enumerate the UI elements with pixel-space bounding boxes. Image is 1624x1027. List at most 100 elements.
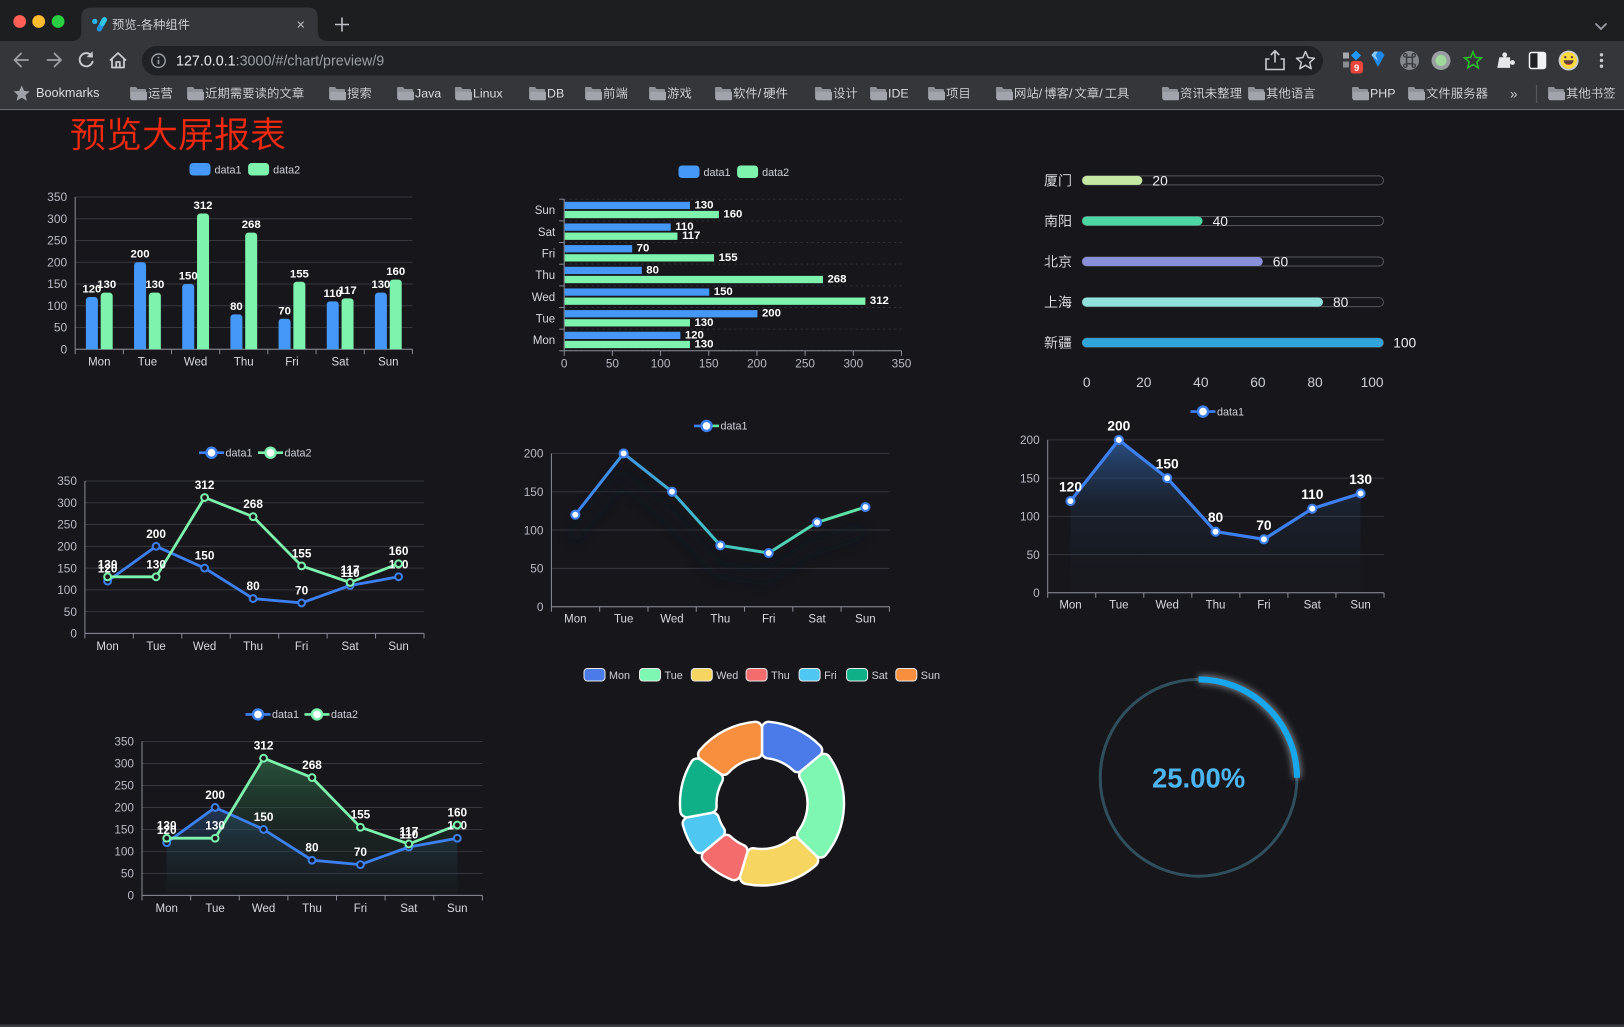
svg-text:100: 100 — [651, 356, 671, 370]
svg-text:350: 350 — [47, 190, 67, 204]
svg-text:80: 80 — [646, 264, 659, 276]
svg-text:data2: data2 — [285, 448, 312, 460]
svg-text:100: 100 — [47, 299, 67, 313]
svg-text:Mon: Mon — [533, 335, 555, 347]
svg-text:Wed: Wed — [1155, 600, 1178, 612]
svg-text:80: 80 — [1333, 295, 1349, 310]
svg-text:150: 150 — [114, 823, 134, 837]
svg-text:130: 130 — [157, 819, 177, 833]
svg-text:Tue: Tue — [205, 903, 224, 915]
svg-text:Tue: Tue — [1109, 600, 1128, 612]
svg-text:Mon: Mon — [96, 641, 118, 653]
svg-text:80: 80 — [305, 841, 319, 855]
svg-text:130: 130 — [146, 557, 166, 571]
svg-text:300: 300 — [843, 356, 863, 370]
svg-text:Bookmarks: Bookmarks — [36, 86, 99, 100]
svg-text:50: 50 — [64, 605, 78, 619]
svg-text:200: 200 — [57, 540, 77, 554]
svg-text:312: 312 — [195, 478, 215, 492]
svg-text:Fri: Fri — [285, 357, 298, 369]
svg-text:150: 150 — [699, 356, 719, 370]
svg-text:×: × — [297, 17, 305, 33]
svg-text:130: 130 — [371, 279, 390, 291]
svg-text:160: 160 — [723, 209, 742, 221]
svg-text:200: 200 — [114, 801, 134, 815]
svg-text:0: 0 — [70, 627, 77, 641]
svg-text:150: 150 — [254, 810, 274, 824]
svg-text:150: 150 — [195, 549, 215, 563]
svg-text:130: 130 — [694, 338, 713, 350]
svg-text:Mon: Mon — [564, 613, 586, 625]
svg-text:130: 130 — [694, 317, 713, 329]
svg-text:/: / — [1039, 87, 1043, 101]
svg-text:150: 150 — [524, 485, 544, 499]
svg-text:50: 50 — [54, 321, 68, 335]
svg-text:350: 350 — [114, 735, 134, 749]
svg-text:200: 200 — [1107, 418, 1130, 433]
svg-text:120: 120 — [1059, 480, 1082, 495]
svg-text:Wed: Wed — [716, 670, 738, 682]
svg-text:130: 130 — [1349, 472, 1372, 487]
svg-text:200: 200 — [146, 527, 166, 541]
svg-text:150: 150 — [1156, 457, 1179, 472]
svg-text:Sat: Sat — [332, 357, 350, 369]
svg-text:160: 160 — [447, 806, 467, 820]
svg-text:Tue: Tue — [146, 641, 165, 653]
svg-text:117: 117 — [338, 285, 356, 297]
svg-text:250: 250 — [57, 518, 77, 532]
svg-text:Sun: Sun — [447, 903, 467, 915]
svg-text:data1: data1 — [721, 421, 748, 433]
svg-text:268: 268 — [827, 273, 846, 285]
svg-text:200: 200 — [524, 447, 544, 461]
svg-text:268: 268 — [242, 219, 261, 231]
svg-text:80: 80 — [230, 301, 243, 313]
svg-text:250: 250 — [47, 234, 67, 248]
svg-text:Mon: Mon — [156, 903, 178, 915]
svg-text:70: 70 — [1256, 518, 1272, 533]
svg-text:20: 20 — [1152, 173, 1168, 188]
svg-text:Linux: Linux — [473, 87, 503, 101]
svg-text:200: 200 — [47, 255, 67, 269]
svg-text:300: 300 — [57, 496, 77, 510]
svg-text:/: / — [758, 87, 762, 101]
svg-text:Thu: Thu — [243, 641, 263, 653]
svg-text:data1: data1 — [215, 165, 242, 177]
svg-text:200: 200 — [1020, 433, 1040, 447]
svg-text:Wed: Wed — [660, 613, 683, 625]
svg-text:Mon: Mon — [609, 670, 630, 682]
svg-text:70: 70 — [637, 243, 650, 255]
svg-text:50: 50 — [121, 867, 135, 881]
svg-text:100: 100 — [1020, 510, 1040, 524]
svg-text:117: 117 — [682, 230, 700, 242]
svg-text:data1: data1 — [1217, 406, 1244, 418]
svg-text:0: 0 — [61, 342, 68, 356]
svg-text:200: 200 — [762, 308, 781, 320]
svg-text:data1: data1 — [704, 167, 731, 179]
svg-text:0: 0 — [561, 356, 568, 370]
svg-text:Tue: Tue — [138, 357, 157, 369]
svg-text:/: / — [1069, 87, 1073, 101]
svg-text:60: 60 — [1273, 254, 1289, 269]
svg-text:110: 110 — [675, 221, 693, 233]
svg-text:70: 70 — [295, 583, 309, 597]
svg-text:350: 350 — [892, 356, 912, 370]
svg-text:50: 50 — [530, 562, 544, 576]
svg-text:130: 130 — [97, 279, 116, 291]
svg-text:110: 110 — [1301, 487, 1324, 502]
svg-text:IDE: IDE — [888, 87, 909, 101]
svg-text:0: 0 — [1033, 586, 1040, 600]
svg-text:Sun: Sun — [1350, 600, 1370, 612]
svg-text:130: 130 — [145, 279, 164, 291]
svg-text:130: 130 — [694, 199, 713, 211]
svg-text:Mon: Mon — [1059, 600, 1081, 612]
svg-text:Sat: Sat — [538, 227, 556, 239]
svg-text:80: 80 — [1208, 510, 1224, 525]
svg-text:80: 80 — [1307, 375, 1323, 390]
svg-text:Fri: Fri — [1257, 600, 1270, 612]
svg-text:70: 70 — [278, 305, 291, 317]
svg-text:150: 150 — [1020, 471, 1040, 485]
svg-text:Sun: Sun — [855, 613, 875, 625]
svg-text:120: 120 — [98, 562, 118, 576]
svg-text:Fri: Fri — [824, 670, 837, 682]
svg-text:»: » — [1510, 87, 1518, 102]
